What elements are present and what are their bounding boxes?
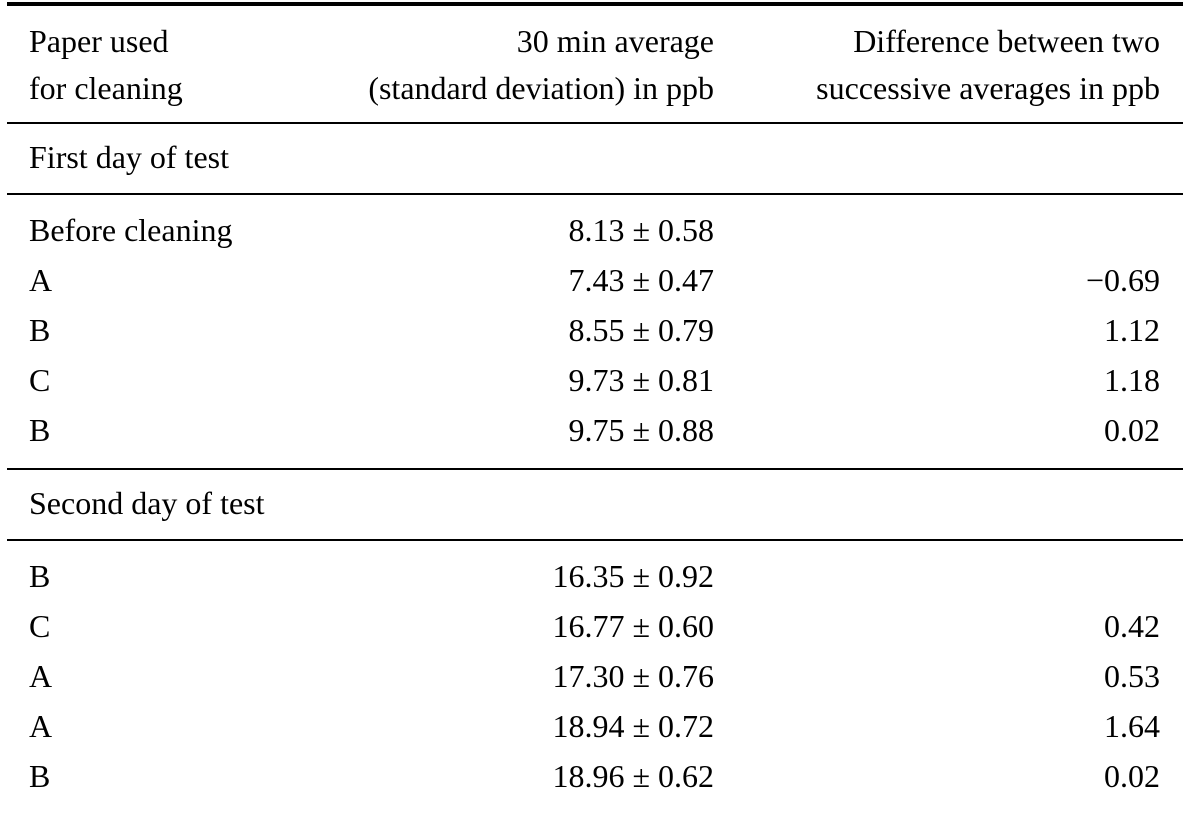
paper-cell: B [29, 758, 51, 794]
difference-cell: −0.17 [714, 802, 1183, 815]
paper-cell: C [7, 802, 337, 815]
paper-cell: A [29, 658, 53, 694]
paper-cell: B [29, 412, 51, 448]
table-row: A 17.30 ± 0.76 0.53 [7, 652, 1183, 702]
average-cell: 18.94 ± 0.72 [552, 708, 714, 744]
paper-cell: Before cleaning [29, 212, 233, 248]
average-cell: 18.79 ± 0.79 [337, 802, 714, 815]
header-row: Paper used for cleaning 30 min average (… [7, 4, 1183, 123]
average-cell: 8.13 ± 0.58 [568, 212, 714, 248]
table-row: C 16.77 ± 0.60 0.42 [7, 602, 1183, 652]
measurement-table: Paper used for cleaning 30 min average (… [7, 2, 1183, 815]
table-row: B 18.96 ± 0.62 0.02 [7, 752, 1183, 802]
section-title: Second day of test [7, 468, 1183, 541]
difference-cell: 1.18 [1104, 362, 1160, 398]
column-header-difference-line1: Difference between two [853, 23, 1160, 59]
difference-cell: 0.53 [1104, 658, 1160, 694]
difference-cell: −0.69 [1085, 262, 1160, 298]
difference-cell [714, 194, 1183, 256]
table-row: A 7.43 ± 0.47 −0.69 [7, 256, 1183, 306]
column-header-average-line1: 30 min average [516, 23, 714, 59]
column-header-average-line2: (standard deviation) in ppb [368, 70, 714, 106]
column-header-paper: Paper used for cleaning [7, 4, 337, 123]
column-header-paper-line2: for cleaning [29, 70, 183, 106]
difference-cell: 0.02 [1104, 758, 1160, 794]
average-cell: 17.30 ± 0.76 [552, 658, 714, 694]
difference-cell: 1.12 [1104, 312, 1160, 348]
paper-cell: A [29, 708, 53, 744]
paper-cell: B [29, 312, 51, 348]
section-title: First day of test [7, 122, 1183, 195]
difference-cell [714, 540, 1183, 602]
table-row: Before cleaning 8.13 ± 0.58 [7, 194, 1183, 256]
column-header-difference-line2: successive averages in ppb [816, 70, 1160, 106]
table-row: C 18.79 ± 0.79 −0.17 [7, 802, 1183, 815]
paper-cell: C [29, 362, 51, 398]
first-day-rows: Before cleaning 8.13 ± 0.58 A 7.43 ± 0.4… [7, 194, 1183, 469]
column-header-paper-line1: Paper used [29, 23, 169, 59]
average-cell: 18.96 ± 0.62 [552, 758, 714, 794]
second-day-rows: B 16.35 ± 0.92 C 16.77 ± 0.60 0.42 A 17.… [7, 540, 1183, 815]
average-cell: 9.73 ± 0.81 [568, 362, 714, 398]
difference-cell: 0.02 [1104, 412, 1160, 448]
difference-cell: 0.42 [1104, 608, 1160, 644]
table-header: Paper used for cleaning 30 min average (… [7, 4, 1183, 123]
section-second-day: Second day of test [7, 468, 1183, 541]
section-row-second-day: Second day of test [7, 468, 1183, 541]
paper-cell: A [29, 262, 53, 298]
table-row: B 16.35 ± 0.92 [7, 540, 1183, 602]
table-row: C 9.73 ± 0.81 1.18 [7, 356, 1183, 406]
column-header-average: 30 min average (standard deviation) in p… [337, 4, 714, 123]
section-first-day: First day of test [7, 122, 1183, 195]
paper-cell: B [29, 558, 51, 594]
average-cell: 16.35 ± 0.92 [552, 558, 714, 594]
section-row-first-day: First day of test [7, 122, 1183, 195]
average-cell: 7.43 ± 0.47 [568, 262, 714, 298]
table-row: B 9.75 ± 0.88 0.02 [7, 406, 1183, 469]
table-row: B 8.55 ± 0.79 1.12 [7, 306, 1183, 356]
difference-cell: 1.64 [1104, 708, 1160, 744]
average-cell: 16.77 ± 0.60 [552, 608, 714, 644]
paper-cell: C [29, 608, 51, 644]
table-row: A 18.94 ± 0.72 1.64 [7, 702, 1183, 752]
average-cell: 8.55 ± 0.79 [568, 312, 714, 348]
average-cell: 9.75 ± 0.88 [568, 412, 714, 448]
column-header-difference: Difference between two successive averag… [714, 4, 1183, 123]
